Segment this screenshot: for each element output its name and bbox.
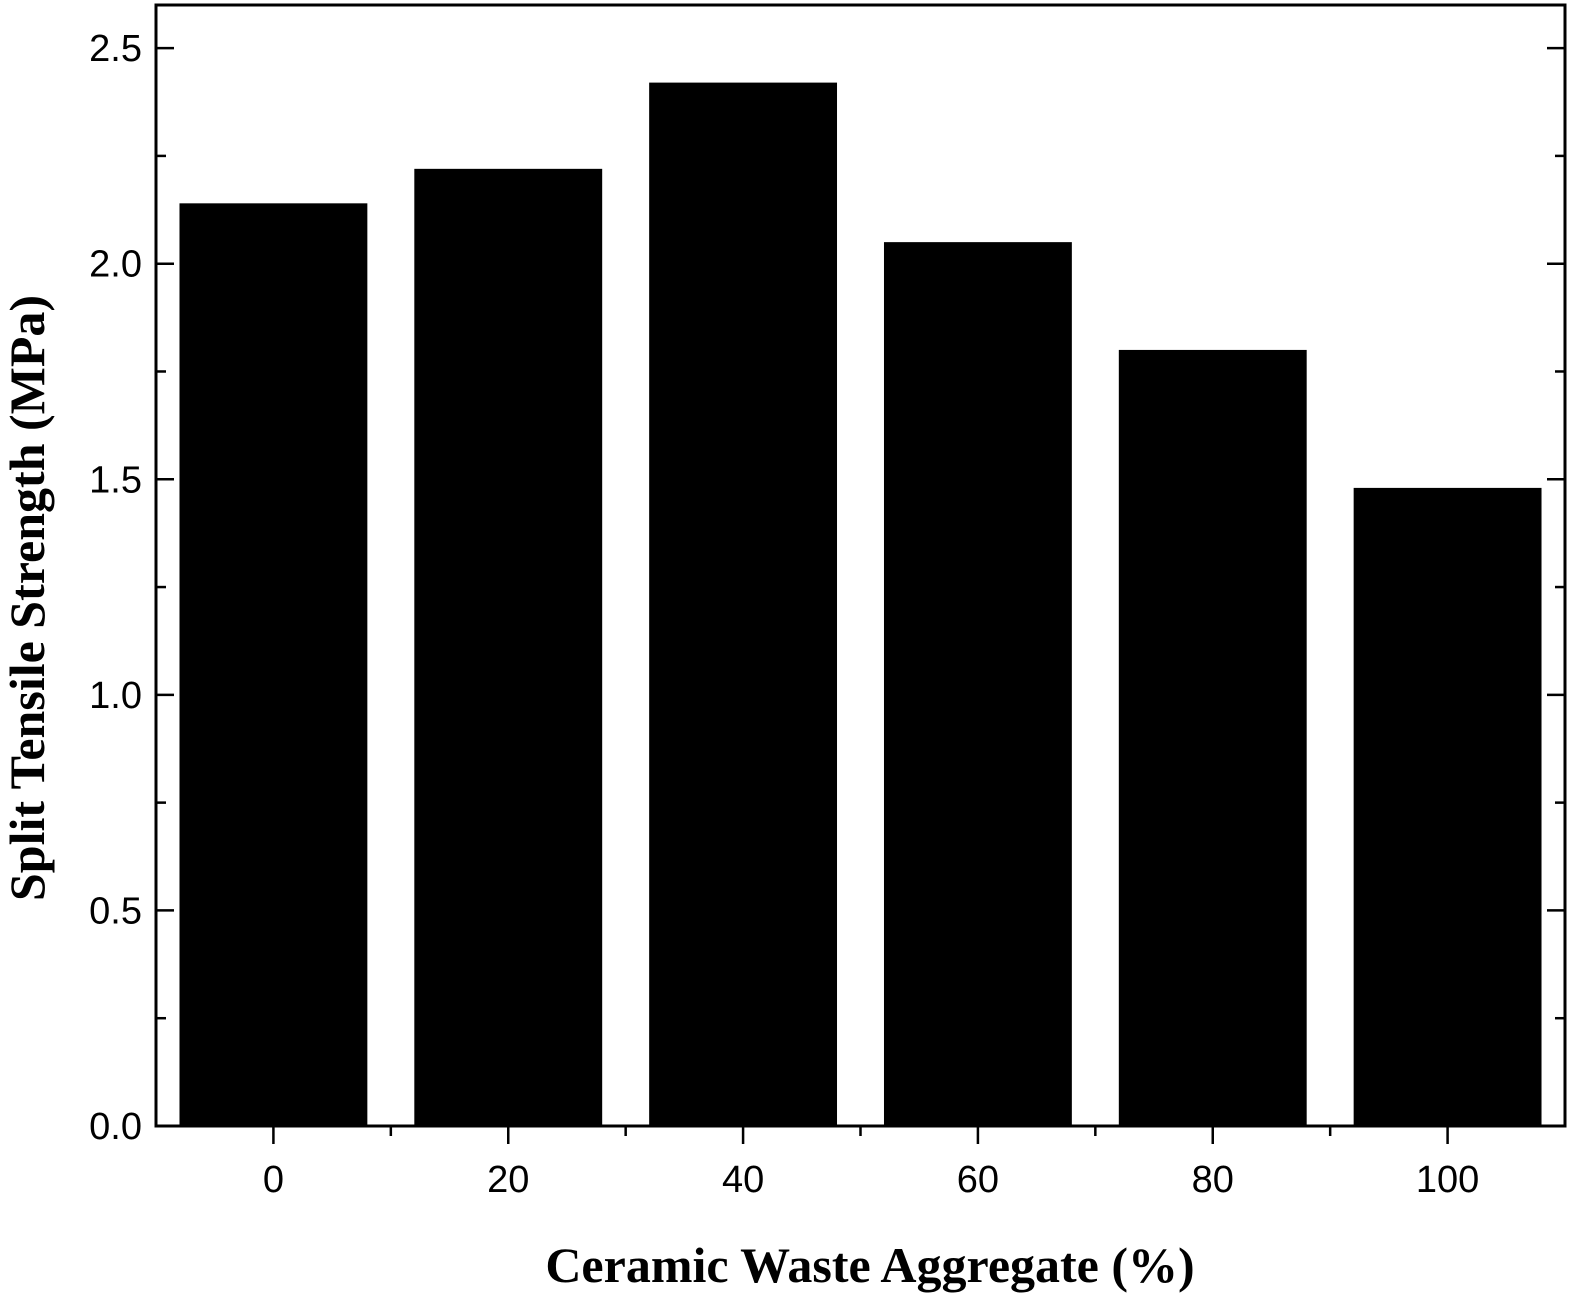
y-tick-label: 1.0 [89, 675, 142, 717]
ticks-group [156, 46, 1565, 1144]
x-tick-label: 80 [1192, 1159, 1234, 1201]
y-axis-title: Split Tensile Strength (MPa) [0, 295, 55, 901]
y-tick-label: 1.5 [89, 459, 142, 501]
x-tick-label: 60 [957, 1159, 999, 1201]
bar-100 [1353, 487, 1542, 1126]
x-axis-title: Ceramic Waste Aggregate (%) [545, 1237, 1194, 1293]
tick-labels-group: 0.0 0.5 1.0 1.5 2.0 2.5 0 20 40 60 80 100 [89, 28, 1479, 1201]
y-tick-label: 2.5 [89, 28, 142, 70]
x-tick-label: 100 [1416, 1159, 1479, 1201]
bar-40 [649, 82, 838, 1127]
y-tick-label: 0.5 [89, 890, 142, 932]
plot-frame [154, 3, 1567, 1128]
bar-60 [883, 242, 1072, 1126]
bar-80 [1118, 349, 1307, 1126]
bars-group [179, 82, 1542, 1127]
x-tick-label: 20 [487, 1159, 529, 1201]
y-tick-label: 2.0 [89, 244, 142, 286]
bar-20 [414, 168, 603, 1127]
bar-0 [179, 203, 368, 1127]
x-tick-label: 40 [722, 1159, 764, 1201]
y-tick-label: 0.0 [89, 1106, 142, 1148]
x-tick-label: 0 [263, 1159, 284, 1201]
